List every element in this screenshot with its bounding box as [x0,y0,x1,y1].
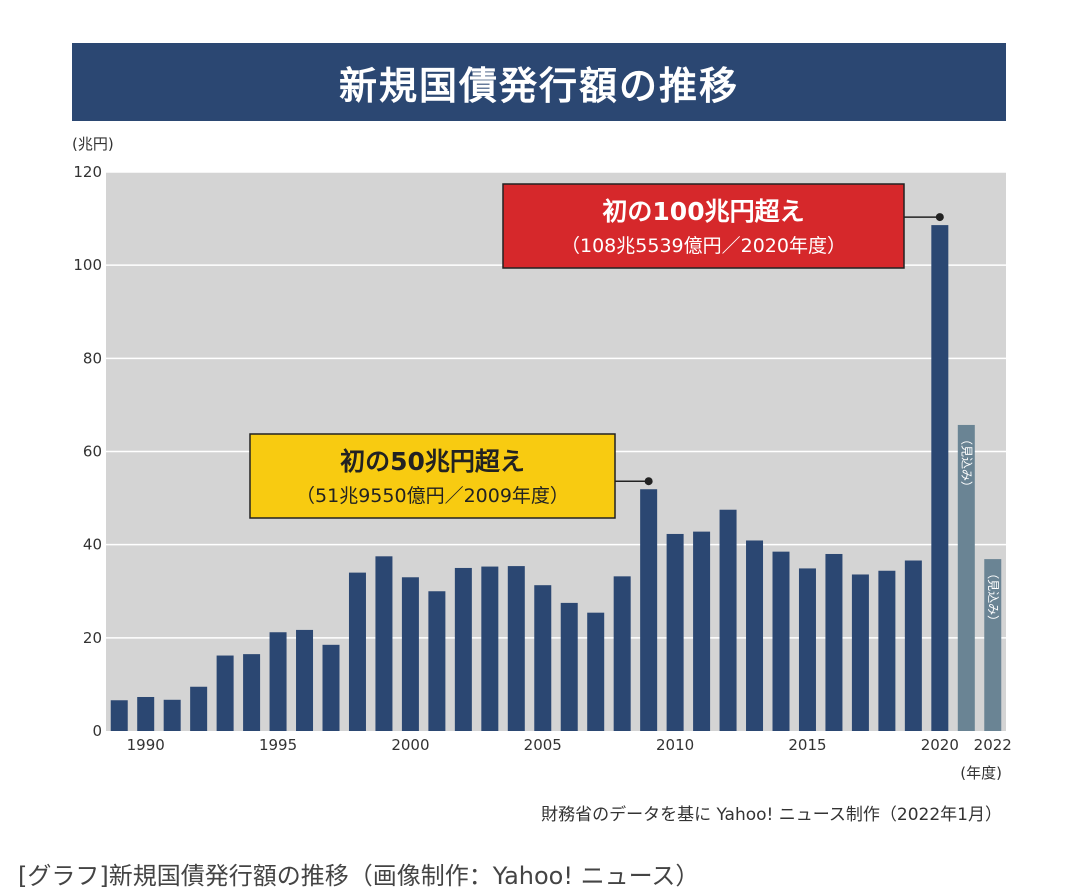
x-tick-label: 2022 [974,736,1012,754]
annotation-title: 初の100兆円超え [602,197,804,226]
annotation-box [249,433,616,519]
bar [269,632,287,731]
bar [772,551,790,731]
chart-title-bar: 新規国債発行額の推移 [72,43,1006,121]
bar [296,629,314,731]
bar [931,225,949,732]
bar [454,567,472,731]
bar [401,577,419,731]
bar [798,568,816,731]
bar [243,654,261,731]
bar [348,572,366,731]
x-tick-label: 2010 [656,736,694,754]
bar [375,556,393,731]
annotation-detail: （51兆9550億円／2009年度） [296,485,569,507]
annotation-box [502,183,905,269]
x-axis-unit: (年度) [960,764,1002,782]
bar [666,533,684,731]
x-tick-label: 1995 [259,736,297,754]
bar [957,424,975,731]
bar [110,700,128,731]
bar [587,612,605,731]
bar [693,531,711,731]
estimate-label: （見込み） [959,433,973,493]
source-note: 財務省のデータを基に Yahoo! ニュース制作（2022年1月） [541,805,1002,825]
y-tick-label: 120 [73,163,102,181]
y-tick-label: 0 [92,722,102,740]
bar [137,696,155,731]
bar [904,560,922,731]
bar [481,566,499,731]
bar [560,602,578,731]
y-tick-label: 60 [83,443,102,461]
x-tick-label: 2020 [921,736,959,754]
x-tick-label: 1990 [127,736,165,754]
bar [746,540,764,731]
y-tick-label: 20 [83,629,102,647]
x-tick-label: 2005 [524,736,562,754]
bar [534,585,552,731]
bar [851,574,869,731]
y-tick-label: 100 [73,256,102,274]
chart-title: 新規国債発行額の推移 [338,63,739,108]
annotation-dot [644,477,653,486]
bar [428,591,446,731]
bar [640,489,658,731]
image-caption: [グラフ]新規国債発行額の推移（画像制作：Yahoo! ニュース） [18,862,700,890]
bar [825,553,843,731]
y-axis-unit: (兆円) [72,135,114,153]
bar [322,644,340,731]
x-tick-label: 2015 [788,736,826,754]
annotation-dot [935,213,944,222]
annotation-title: 初の50兆円超え [340,447,525,476]
bar [163,699,181,731]
bar [507,566,525,731]
bar [719,509,737,731]
x-tick-label: 2000 [391,736,429,754]
bar [878,570,896,731]
y-tick-label: 40 [83,536,102,554]
bar [190,686,208,731]
bar-chart: 0 20 40 60 80 100 120 (兆円) （見込み） （見込み） 1990 1995 200… [72,135,1012,782]
bar [216,655,234,731]
y-tick-label: 80 [83,349,102,367]
bar [613,576,631,731]
bar [984,559,1002,731]
annotation-detail: （108兆5539億円／2020年度） [561,235,846,257]
estimate-label: （見込み） [986,567,1000,627]
